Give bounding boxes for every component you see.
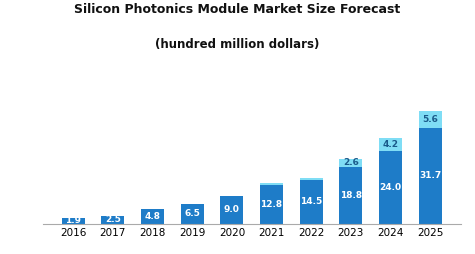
Bar — [300, 178, 323, 180]
Bar — [300, 180, 323, 224]
Bar — [260, 183, 283, 185]
Bar — [340, 159, 362, 167]
Text: 14.5: 14.5 — [300, 197, 323, 206]
Bar — [260, 185, 283, 224]
Text: 4.8: 4.8 — [144, 212, 161, 221]
Text: Silicon Photonics Module Market Size Forecast: Silicon Photonics Module Market Size For… — [75, 3, 400, 15]
Text: 9.0: 9.0 — [224, 205, 240, 214]
Text: 4.2: 4.2 — [382, 140, 399, 149]
Bar — [220, 196, 243, 224]
Text: 6.5: 6.5 — [184, 209, 200, 218]
Bar — [419, 111, 442, 128]
Text: 12.8: 12.8 — [260, 200, 283, 209]
Bar — [379, 138, 402, 151]
Text: 2.5: 2.5 — [105, 215, 121, 224]
Bar — [419, 128, 442, 224]
Text: 1.9: 1.9 — [65, 216, 81, 225]
Text: (hundred million dollars): (hundred million dollars) — [155, 38, 320, 51]
Text: 31.7: 31.7 — [419, 171, 441, 180]
Bar — [62, 218, 85, 224]
Text: 2.6: 2.6 — [343, 158, 359, 167]
Text: 18.8: 18.8 — [340, 190, 362, 200]
Bar — [102, 216, 124, 224]
Bar — [181, 204, 204, 224]
Bar — [379, 151, 402, 224]
Bar — [141, 209, 164, 224]
Text: 5.6: 5.6 — [422, 115, 438, 124]
Text: 24.0: 24.0 — [380, 183, 402, 192]
Bar — [340, 167, 362, 224]
